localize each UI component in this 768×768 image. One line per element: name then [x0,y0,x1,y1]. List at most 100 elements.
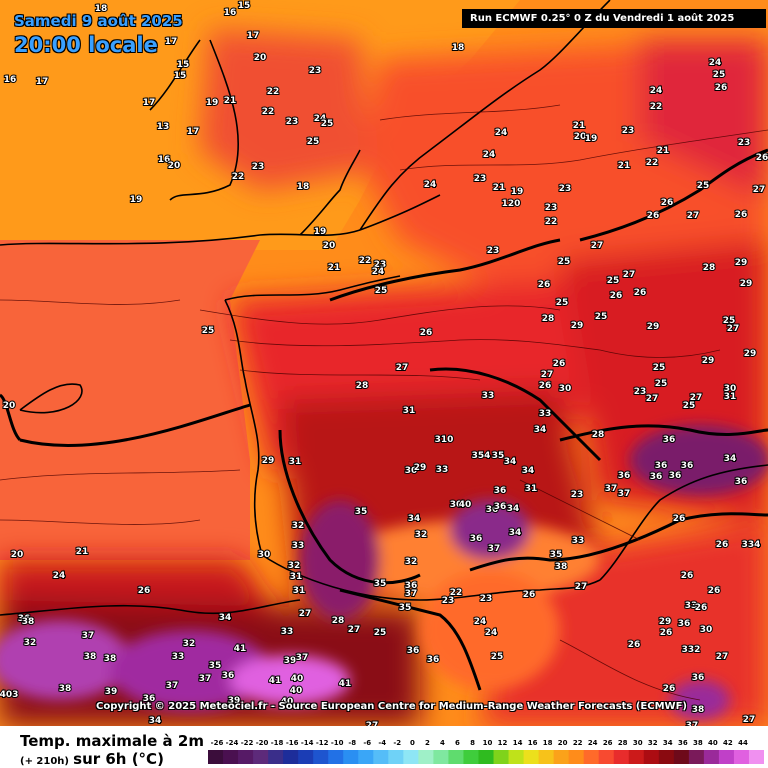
temperature-label: 37 [296,653,309,663]
temperature-label: 27 [687,211,700,221]
legend-tick: -18 [271,739,284,747]
temperature-label: 15 [238,1,251,11]
temperature-label: 26 [628,640,641,650]
legend-tick: 36 [678,739,688,747]
legend-swatch [208,750,224,764]
legend-swatch [253,750,269,764]
legend-tick: -10 [331,739,344,747]
temperature-label: 24 [53,571,66,581]
temperature-label: 26 [708,586,721,596]
temperature-label: 33 [292,541,305,551]
temperature-label: 37 [166,681,179,691]
temperature-label: 21 [618,161,631,171]
temperature-label: 23 [738,138,751,148]
temperature-label: 27 [623,270,636,280]
temperature-label: 18 [95,4,108,14]
temperature-label: 38 [555,562,568,572]
temperature-label: 120 [502,199,521,209]
temperature-label: 310 [435,435,454,445]
temperature-label: 34 [408,514,421,524]
temperature-label: 27 [646,394,659,404]
temperature-label: 33 [572,536,585,546]
temperature-label: 36 [681,461,694,471]
temperature-label: 41 [269,676,282,686]
temperature-label: 30 [700,625,713,635]
legend-tick: -14 [301,739,314,747]
temperature-label: 31 [290,572,303,582]
forecast-date: Samedi 9 août 2025 [14,12,183,30]
temperature-label: 40 [281,697,294,707]
legend-swatch [538,750,555,764]
temperature-label: 23 [286,117,299,127]
legend-tick: 34 [663,739,673,747]
temperature-label: 30 [405,466,418,476]
temperature-label: 23 [545,203,558,213]
temperature-label: 27 [366,721,379,726]
legend-swatch [238,750,254,764]
temperature-label: 26 [523,590,536,600]
temperature-label: 27 [348,625,361,635]
temperature-label: 33 [539,409,552,419]
legend-swatch [478,750,495,764]
temperature-label: 35 [209,661,222,671]
temperature-label: 36 [405,581,418,591]
temperature-label: 25 [607,276,620,286]
temperature-label: 35 [399,603,412,613]
temperature-label: 22 [650,102,663,112]
temperature-label: 27 [753,185,766,195]
temperature-label: 35 [374,579,387,589]
temperature-label: 32 [415,530,428,540]
temperature-label: 15 [177,60,190,70]
temperature-label: 38 [59,684,72,694]
temperature-label: 27 [716,652,729,662]
legend-swatch [388,750,404,764]
legend-swatch [328,750,344,764]
legend-tick: -24 [226,739,239,747]
temperature-label: 26 [756,153,768,163]
temperature-label: 15 [174,71,187,81]
legend-swatch [568,750,585,764]
legend-tick: 16 [528,739,538,747]
legend-tick: -20 [256,739,269,747]
temperature-label: 32 [288,561,301,571]
legend-swatch [463,750,479,764]
temperature-label: 19 [206,98,219,108]
temperature-label: 27 [541,370,554,380]
temperature-label: 18 [297,182,310,192]
temperature-label: 34 [149,716,162,726]
temperature-label: 25 [202,326,215,336]
temperature-label: 34 [509,528,522,538]
temperature-label: 24 [495,128,508,138]
temperature-label: 23 [474,174,487,184]
temperature-label: 30 [258,550,271,560]
legend-tick: -4 [378,739,386,747]
temperature-label: 36 [407,646,420,656]
temperature-label: 28 [356,381,369,391]
temperature-label: 20 [168,161,181,171]
temperature-label: 32 [183,639,196,649]
temperature-map[interactable]: 18 16 15 17 17 16 17 15 15 20 18 23 22 21 19 17 22 23 24 25… [0,0,768,726]
temperature-label: 21 [573,121,586,131]
temperature-label: 23 [622,126,635,136]
legend-swatch [748,750,764,764]
temperature-label: 17 [36,77,49,87]
temperature-label: 26 [610,291,623,301]
legend-tick: 0 [410,739,415,747]
temperature-label: 29 [659,617,672,627]
temperature-label: 22 [545,217,558,227]
temperature-label: 33 [436,465,449,475]
temperature-label: 38 [22,617,35,627]
legend-swatch [313,750,329,764]
temperature-label: 26 [647,211,660,221]
temperature-label: 25 [375,286,388,296]
temperature-label: 25 [723,316,736,326]
temperature-label: 21 [224,96,237,106]
temperature-label: 34 [724,454,737,464]
temperature-label: 27 [727,324,740,334]
temperature-label: 41 [234,644,247,654]
legend-tick: 2 [425,739,430,747]
temperature-label: 36 [470,534,483,544]
temperature-label: 26 [138,586,151,596]
